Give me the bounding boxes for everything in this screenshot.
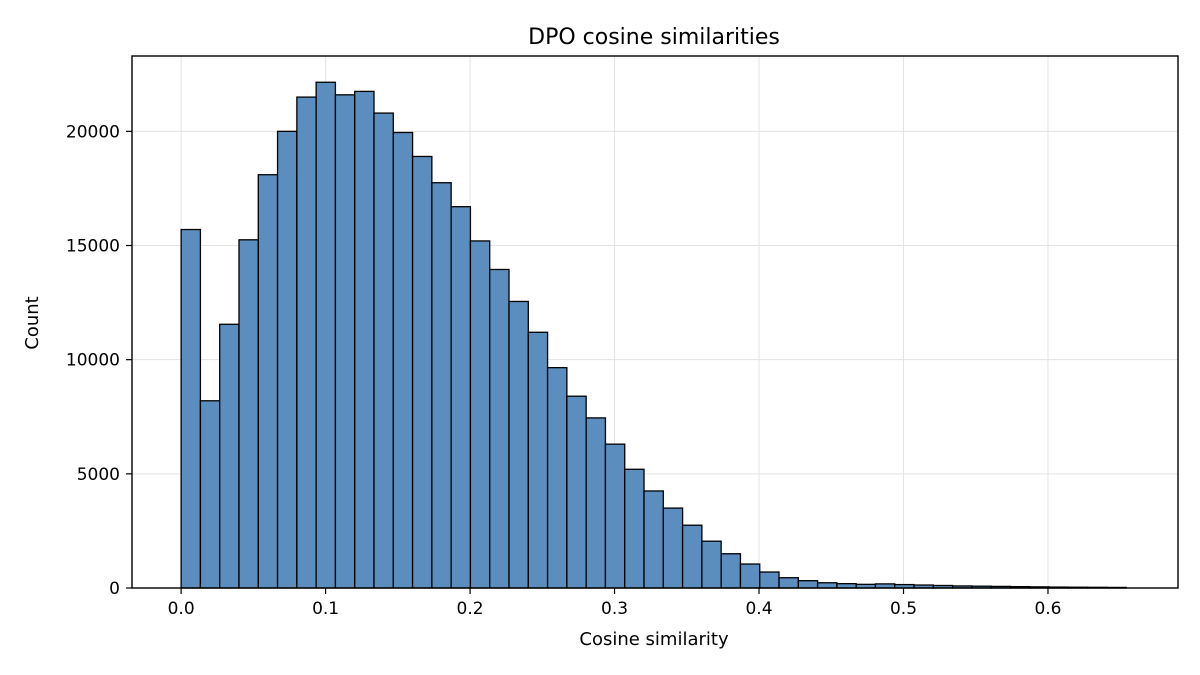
histogram-bar [315, 81, 337, 589]
chart-title: DPO cosine similarities [528, 25, 780, 50]
histogram-bar [469, 240, 491, 589]
histogram-bar [566, 395, 587, 589]
y-tick-label: 10000 [66, 351, 120, 371]
x-tick-label: 0.2 [457, 599, 484, 619]
histogram-bar [527, 331, 549, 589]
y-axis-title: Count [22, 296, 43, 349]
histogram-bar [508, 300, 529, 589]
histogram-bar [373, 112, 394, 589]
histogram-bar [585, 417, 607, 589]
histogram-bar [604, 443, 626, 589]
y-tick-label: 15000 [66, 237, 120, 257]
histogram-bar [431, 182, 452, 589]
histogram-bar [759, 571, 780, 589]
y-axis-ticks: 0 5000 10000 15000 20000 [66, 122, 132, 599]
y-tick-label: 5000 [77, 465, 120, 485]
histogram-bar [720, 553, 742, 589]
x-tick-label: 0.1 [312, 599, 339, 619]
histogram-bar [276, 130, 298, 589]
y-tick-label: 20000 [66, 122, 120, 142]
x-tick-label: 0.6 [1034, 599, 1061, 619]
histogram-bar [778, 577, 799, 589]
x-tick-label: 0.0 [168, 599, 195, 619]
x-tick-label: 0.4 [745, 599, 772, 619]
histogram-bar [489, 268, 510, 589]
histogram-bar [180, 228, 202, 589]
histogram-bar [624, 468, 645, 589]
histogram-bar [411, 155, 433, 589]
histogram-bar [546, 367, 568, 589]
histogram-bar [701, 540, 722, 589]
x-tick-label: 0.5 [890, 599, 917, 619]
histogram-bar [334, 94, 356, 589]
histogram-bar [662, 507, 684, 589]
histogram-bar [354, 90, 375, 589]
histogram-bar [816, 582, 838, 589]
x-tick-label: 0.3 [601, 599, 628, 619]
histogram-bar [257, 174, 279, 589]
histogram-bar [296, 96, 317, 589]
histogram-bar [219, 323, 240, 589]
x-axis-title: Cosine similarity [579, 629, 729, 650]
y-tick-label: 0 [109, 579, 120, 599]
histogram-bar [739, 563, 761, 589]
plot-frame [131, 55, 1179, 589]
x-axis-ticks: 0.0 0.1 0.2 0.3 0.4 0.5 0.6 [168, 588, 1061, 619]
histogram-bar [643, 490, 664, 589]
histogram-bar [450, 206, 472, 589]
histogram-bar [199, 400, 221, 589]
histogram-bar [797, 580, 819, 589]
histogram-bar [238, 239, 259, 589]
histogram-bars [180, 81, 1127, 589]
histogram-bar [681, 524, 703, 589]
histogram-bar [392, 131, 414, 589]
